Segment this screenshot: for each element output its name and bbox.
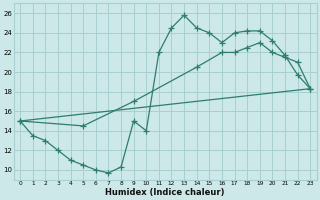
X-axis label: Humidex (Indice chaleur): Humidex (Indice chaleur) xyxy=(106,188,225,197)
